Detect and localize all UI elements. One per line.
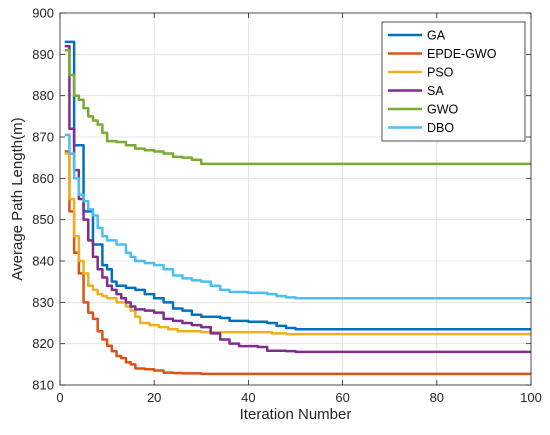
x-tick-label: 20: [147, 390, 161, 405]
y-tick-label: 860: [32, 171, 54, 186]
legend-label: SA: [427, 84, 444, 98]
y-axis-label: Average Path Length(m): [9, 117, 26, 280]
legend: GA EPDE-GWO PSO SA GWO DBO: [381, 21, 526, 142]
legend-box: [381, 21, 526, 142]
series-line-gwo: [64, 48, 531, 166]
y-axis-ticks: 810 820 830 840 850 860 870 880 890 900: [32, 6, 531, 393]
plot-frame: [59, 12, 532, 386]
legend-label: EPDE-GWO: [427, 47, 497, 61]
series-lines: [64, 40, 531, 376]
x-tick-label: 0: [56, 390, 63, 405]
legend-label: GWO: [427, 103, 459, 117]
y-tick-label: 810: [32, 378, 54, 393]
series-line-pso: [64, 152, 531, 336]
legend-label: GA: [427, 29, 446, 43]
y-tick-label: 890: [32, 47, 54, 62]
grid-lines: [59, 12, 532, 386]
x-tick-label: 40: [241, 390, 255, 405]
series-line-dbo: [64, 133, 531, 300]
x-tick-label: 60: [335, 390, 349, 405]
y-tick-label: 850: [32, 212, 54, 227]
series-line-sa: [64, 44, 531, 354]
series-line-epde-gwo: [64, 150, 531, 376]
y-tick-label: 880: [32, 88, 54, 103]
y-tick-label: 900: [32, 6, 54, 21]
series-line-ga: [64, 40, 531, 331]
x-tick-label: 100: [520, 390, 542, 405]
x-axis-label: Iteration Number: [240, 406, 352, 423]
legend-label: PSO: [427, 66, 454, 80]
y-tick-label: 820: [32, 336, 54, 351]
legend-label: DBO: [427, 121, 454, 135]
y-tick-label: 840: [32, 254, 54, 269]
y-tick-label: 870: [32, 130, 54, 145]
x-tick-label: 80: [430, 390, 444, 405]
x-axis-ticks: 0 20 40 60 80 100: [56, 13, 542, 405]
y-tick-label: 830: [32, 295, 54, 310]
